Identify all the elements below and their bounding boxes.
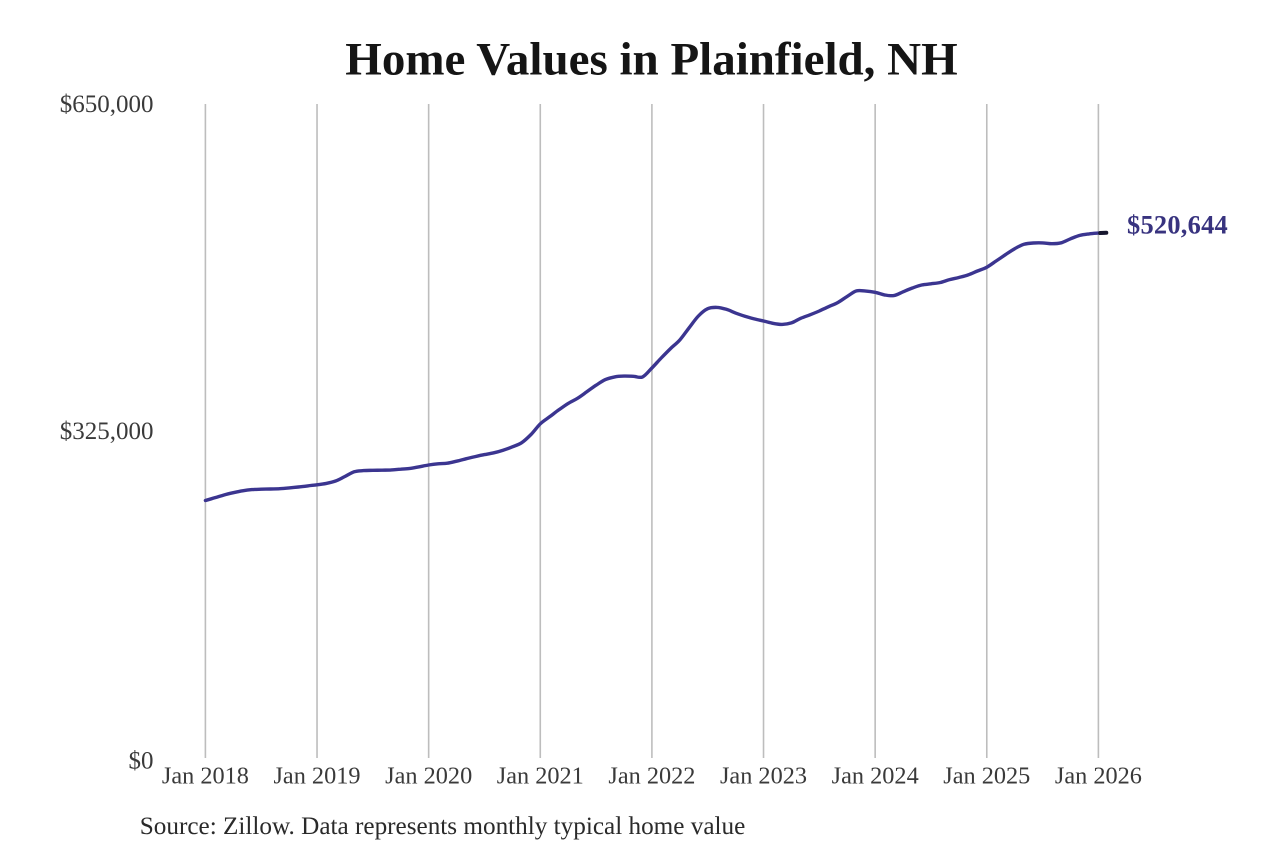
- svg-text:Jan 2025: Jan 2025: [943, 763, 1030, 790]
- svg-text:Jan 2022: Jan 2022: [608, 763, 695, 790]
- svg-text:Source: Zillow. Data represent: Source: Zillow. Data represents monthly …: [140, 813, 746, 840]
- svg-text:$520,644: $520,644: [1127, 209, 1228, 239]
- svg-text:Jan 2021: Jan 2021: [497, 763, 584, 790]
- svg-text:Jan 2018: Jan 2018: [162, 763, 249, 790]
- svg-text:Jan 2024: Jan 2024: [832, 763, 919, 790]
- svg-text:Jan 2023: Jan 2023: [720, 763, 807, 790]
- svg-text:Jan 2019: Jan 2019: [273, 763, 360, 790]
- svg-text:$0: $0: [129, 747, 154, 774]
- svg-text:$325,000: $325,000: [60, 418, 154, 445]
- svg-text:$650,000: $650,000: [60, 91, 154, 118]
- svg-text:Jan 2026: Jan 2026: [1055, 763, 1142, 790]
- svg-text:Jan 2020: Jan 2020: [385, 763, 472, 790]
- svg-text:Home Values in Plainfield, NH: Home Values in Plainfield, NH: [345, 33, 957, 85]
